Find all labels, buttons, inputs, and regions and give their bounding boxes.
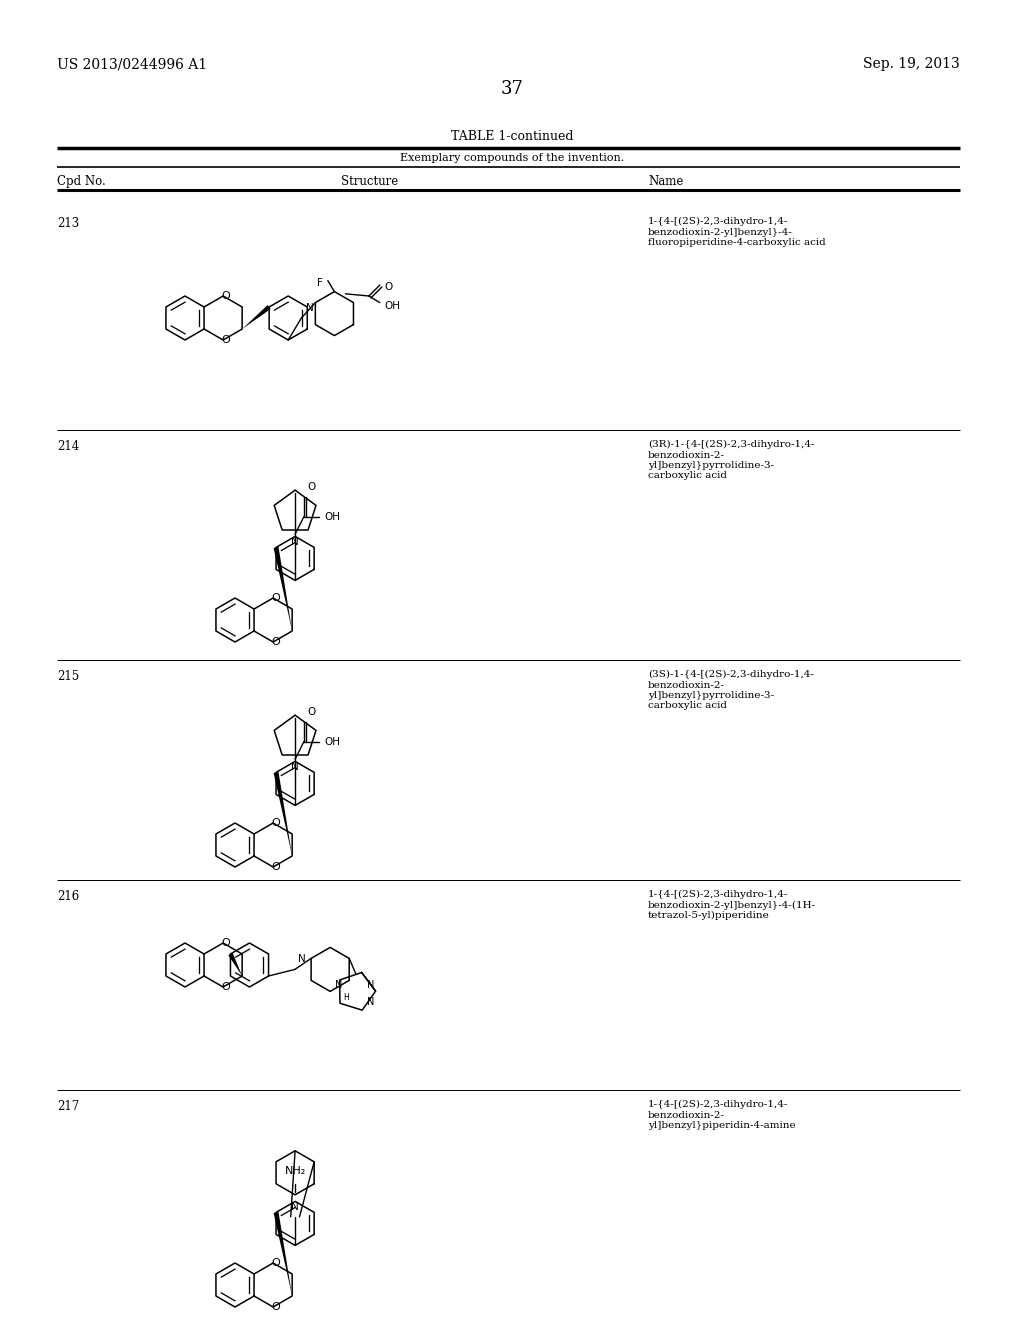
- Text: Cpd No.: Cpd No.: [57, 176, 105, 187]
- Text: 1-{4-[(2S)-2,3-dihydro-1,4-
benzodioxin-2-yl]benzyl}-4-
fluoropiperidine-4-carbo: 1-{4-[(2S)-2,3-dihydro-1,4- benzodioxin-…: [648, 216, 825, 247]
- Polygon shape: [228, 953, 242, 975]
- Text: Exemplary compounds of the invention.: Exemplary compounds of the invention.: [400, 153, 624, 162]
- Polygon shape: [242, 305, 270, 329]
- Text: (3R)-1-{4-[(2S)-2,3-dihydro-1,4-
benzodioxin-2-
yl]benzyl}pyrrolidine-3-
carboxy: (3R)-1-{4-[(2S)-2,3-dihydro-1,4- benzodi…: [648, 440, 814, 480]
- Text: Sep. 19, 2013: Sep. 19, 2013: [863, 57, 961, 71]
- Polygon shape: [273, 772, 292, 855]
- Text: F: F: [317, 277, 323, 288]
- Text: (3S)-1-{4-[(2S)-2,3-dihydro-1,4-
benzodioxin-2-
yl]benzyl}pyrrolidine-3-
carboxy: (3S)-1-{4-[(2S)-2,3-dihydro-1,4- benzodi…: [648, 671, 814, 710]
- Polygon shape: [273, 546, 292, 631]
- Text: O: O: [271, 1302, 281, 1312]
- Text: US 2013/0244996 A1: US 2013/0244996 A1: [57, 57, 207, 71]
- Text: N: N: [298, 954, 306, 965]
- Text: N: N: [291, 537, 299, 546]
- Text: 217: 217: [57, 1100, 79, 1113]
- Text: N: N: [367, 998, 374, 1007]
- Text: O: O: [222, 939, 230, 948]
- Text: N: N: [367, 979, 374, 990]
- Text: 215: 215: [57, 671, 79, 682]
- Text: NH₂: NH₂: [285, 1166, 306, 1176]
- Text: Name: Name: [648, 176, 683, 187]
- Text: H: H: [343, 994, 349, 1002]
- Text: N: N: [291, 1201, 299, 1212]
- Text: N: N: [306, 304, 314, 313]
- Text: O: O: [271, 1258, 281, 1269]
- Text: O: O: [271, 593, 281, 603]
- Text: O: O: [307, 482, 315, 492]
- Text: 1-{4-[(2S)-2,3-dihydro-1,4-
benzodioxin-2-
yl]benzyl}piperidin-4-amine: 1-{4-[(2S)-2,3-dihydro-1,4- benzodioxin-…: [648, 1100, 796, 1130]
- Text: O: O: [271, 638, 281, 647]
- Text: 213: 213: [57, 216, 79, 230]
- Text: O: O: [222, 335, 230, 345]
- Polygon shape: [273, 1212, 292, 1296]
- Text: 214: 214: [57, 440, 79, 453]
- Text: N: N: [291, 762, 299, 772]
- Text: O: O: [271, 818, 281, 828]
- Text: OH: OH: [385, 301, 400, 310]
- Text: O: O: [385, 282, 393, 292]
- Text: 1-{4-[(2S)-2,3-dihydro-1,4-
benzodioxin-2-yl]benzyl}-4-(1H-
tetrazol-5-yl)piperi: 1-{4-[(2S)-2,3-dihydro-1,4- benzodioxin-…: [648, 890, 816, 920]
- Text: O: O: [222, 982, 230, 993]
- Text: OH: OH: [325, 512, 340, 521]
- Text: TABLE 1-continued: TABLE 1-continued: [451, 129, 573, 143]
- Text: Structure: Structure: [341, 176, 398, 187]
- Text: 37: 37: [501, 81, 523, 98]
- Text: O: O: [222, 290, 230, 301]
- Text: O: O: [271, 862, 281, 873]
- Text: N: N: [335, 979, 343, 990]
- Text: 216: 216: [57, 890, 79, 903]
- Text: OH: OH: [325, 737, 340, 747]
- Text: O: O: [307, 706, 315, 717]
